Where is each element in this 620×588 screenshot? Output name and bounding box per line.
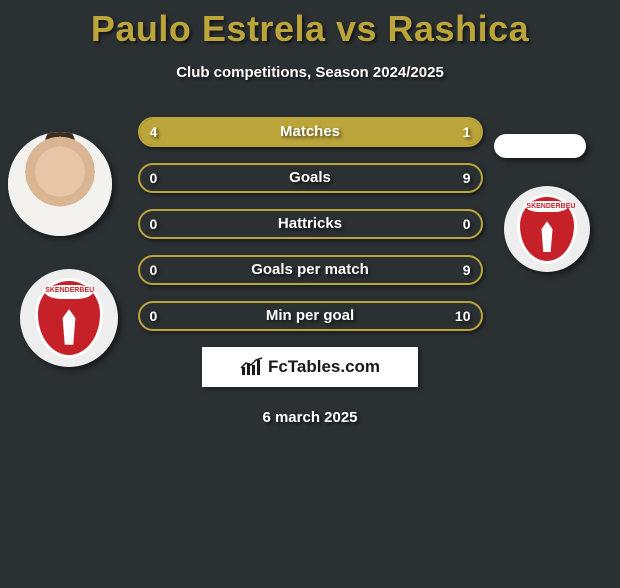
- right-club-crest: SKENDERBEU: [504, 186, 590, 272]
- stat-row: 4Matches1: [138, 117, 483, 147]
- crest-text: SKENDERBEU: [526, 201, 567, 213]
- stat-label: Goals per match: [140, 257, 481, 283]
- stat-label: Goals: [140, 165, 481, 191]
- stat-row: 0Goals9: [138, 163, 483, 193]
- stat-row: 0Min per goal10: [138, 301, 483, 331]
- stat-value-right: 0: [463, 211, 471, 237]
- chart-icon: [240, 357, 264, 377]
- stat-label: Min per goal: [140, 303, 481, 329]
- subtitle: Club competitions, Season 2024/2025: [0, 64, 620, 81]
- left-player-avatar: [8, 132, 112, 236]
- watermark-text: FcTables.com: [268, 357, 380, 377]
- crest-text: SKENDERBEU: [45, 285, 93, 298]
- stat-row: 0Hattricks0: [138, 209, 483, 239]
- stat-row: 0Goals per match9: [138, 255, 483, 285]
- stat-value-right: 10: [455, 303, 471, 329]
- right-player-avatar: [494, 134, 586, 158]
- stat-value-right: 9: [463, 165, 471, 191]
- watermark: FcTables.com: [202, 347, 418, 387]
- date: 6 march 2025: [0, 409, 620, 426]
- stat-value-right: 9: [463, 257, 471, 283]
- left-club-crest: SKENDERBEU: [20, 269, 118, 367]
- stat-label: Matches: [140, 119, 481, 145]
- stat-label: Hattricks: [140, 211, 481, 237]
- stat-value-right: 1: [463, 119, 471, 145]
- face-placeholder: [8, 132, 112, 236]
- page-title: Paulo Estrela vs Rashica: [0, 8, 620, 50]
